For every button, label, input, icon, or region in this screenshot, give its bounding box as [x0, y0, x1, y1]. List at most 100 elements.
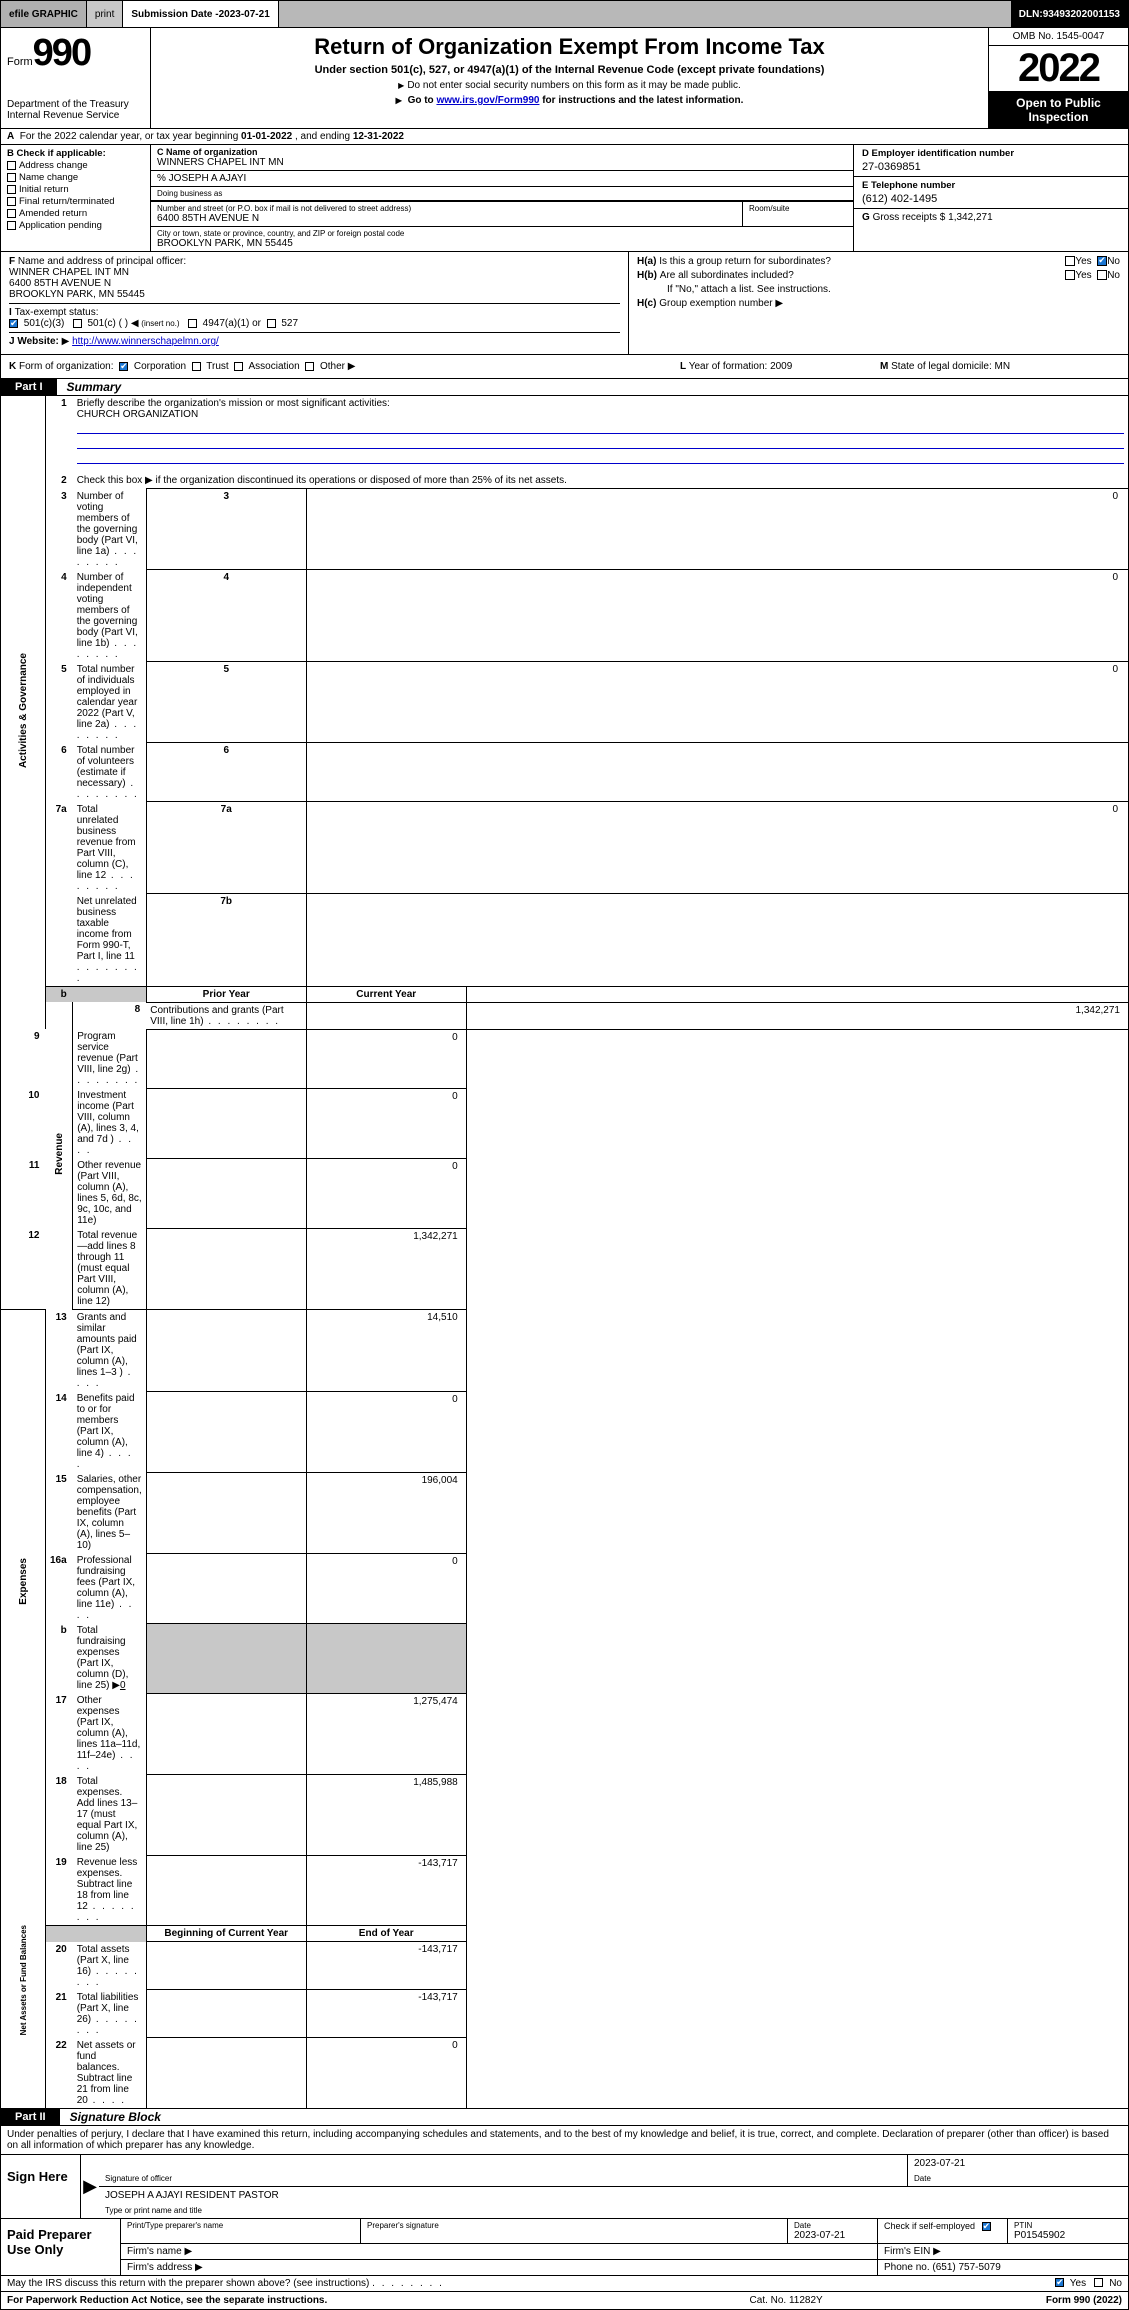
- cb-hb-no[interactable]: [1097, 270, 1107, 280]
- end-year-hdr: End of Year: [306, 1926, 466, 1942]
- cat-no: Cat. No. 11282Y: [526, 2295, 1045, 2306]
- cb-corp[interactable]: [119, 362, 128, 371]
- org-name: WINNERS CHAPEL INT MN: [157, 157, 847, 168]
- irs-link[interactable]: www.irs.gov/Form990: [436, 95, 539, 106]
- cb-assoc[interactable]: [234, 362, 243, 371]
- form-number: 990: [33, 32, 90, 75]
- sig-intro: Under penalties of perjury, I declare th…: [0, 2126, 1129, 2155]
- cv19: -143,717: [306, 1855, 466, 1926]
- cb-self-employed[interactable]: [982, 2222, 991, 2231]
- sign-here-block: Sign Here ▶ Signature of officer 2023-07…: [0, 2155, 1129, 2219]
- form-note-link: Go to www.irs.gov/Form990 for instructio…: [161, 95, 978, 106]
- form-header: Form 990 Department of the Treasury Inte…: [0, 28, 1129, 129]
- part2-title: Signature Block: [60, 2110, 161, 2124]
- dln: DLN: 93493202001153: [1011, 1, 1128, 27]
- form-year-box: OMB No. 1545-0047 2022 Open to Public In…: [988, 28, 1128, 128]
- cb-trust[interactable]: [192, 362, 201, 371]
- firm-phone-label: Phone no.: [884, 2262, 932, 2273]
- line4-val: 0: [306, 570, 1128, 662]
- print-button[interactable]: print: [87, 1, 123, 27]
- line3: Number of voting members of the governin…: [73, 489, 147, 570]
- cb-501c3[interactable]: [9, 319, 18, 328]
- side-activities: Activities & Governance: [1, 396, 46, 1029]
- firm-phone: (651) 757-5079: [932, 2262, 1000, 2273]
- irs-label: Internal Revenue Service: [7, 110, 144, 121]
- sig-name: JOSEPH A AJAYI RESIDENT PASTOR: [105, 2190, 1122, 2206]
- cv14: 0: [306, 1391, 466, 1472]
- cb-ha-no[interactable]: [1097, 256, 1107, 266]
- line22: Net assets or fund balances. Subtract li…: [73, 2038, 147, 2109]
- efile-header-bar: efile GRAPHIC print Submission Date - 20…: [0, 0, 1129, 28]
- firm-name-label: Firm's name ▶: [127, 2246, 192, 2257]
- cb-discuss-yes[interactable]: [1055, 2278, 1064, 2287]
- sig-date-sub: Date: [914, 2174, 1122, 2183]
- row-klm: K Form of organization: Corporation Trus…: [0, 355, 1129, 379]
- part1-tab: Part I: [1, 379, 57, 395]
- cb-final-return[interactable]: Final return/terminated: [7, 196, 144, 207]
- cv17: 1,275,474: [306, 1693, 466, 1774]
- side-expenses: Expenses: [1, 1310, 46, 1856]
- line7a-val: 0: [306, 802, 1128, 894]
- row-a-tax-year: A For the 2022 calendar year, or tax yea…: [0, 129, 1129, 145]
- year-formation: 2009: [770, 361, 792, 372]
- side-netassets: Net Assets or Fund Balances: [1, 1855, 46, 2108]
- line7b-val: [306, 894, 1128, 987]
- cb-ha-yes[interactable]: [1065, 256, 1075, 266]
- cv8: 1,342,271: [466, 1002, 1128, 1029]
- form-title: Return of Organization Exempt From Incom…: [161, 34, 978, 60]
- cb-name-change[interactable]: Name change: [7, 172, 144, 183]
- cb-501c[interactable]: [73, 319, 82, 328]
- discuss-row: May the IRS discuss this return with the…: [0, 2276, 1129, 2292]
- cb-hb-yes[interactable]: [1065, 270, 1075, 280]
- sign-here-label: Sign Here: [1, 2155, 81, 2218]
- cb-address-change[interactable]: Address change: [7, 160, 144, 171]
- cb-527[interactable]: [267, 319, 276, 328]
- officer-addr2: BROOKLYN PARK, MN 55445: [9, 289, 145, 300]
- prep-name-sub: Print/Type preparer's name: [127, 2221, 354, 2230]
- discuss-text: May the IRS discuss this return with the…: [7, 2278, 369, 2289]
- form-prefix: Form: [7, 56, 33, 68]
- line7a: Total unrelated business revenue from Pa…: [73, 802, 147, 894]
- gross-receipts-label: G: [862, 212, 870, 223]
- line12: Total revenue—add lines 8 through 11 (mu…: [73, 1228, 147, 1310]
- prior-year-hdr: Prior Year: [146, 986, 306, 1002]
- form-title-box: Return of Organization Exempt From Incom…: [151, 28, 988, 128]
- cv20: -143,717: [306, 1942, 466, 1990]
- col-de: D Employer identification number 27-0369…: [853, 145, 1128, 251]
- prep-date: 2023-07-21: [794, 2230, 845, 2241]
- phone-value: (612) 402-1495: [862, 193, 1120, 205]
- footer: For Paperwork Reduction Act Notice, see …: [0, 2292, 1129, 2310]
- cb-discuss-no[interactable]: [1094, 2278, 1103, 2287]
- cv21: -143,717: [306, 1990, 466, 2038]
- sig-name-sub: Type or print name and title: [105, 2206, 1122, 2215]
- cv10: 0: [306, 1088, 466, 1158]
- website-link[interactable]: http://www.winnerschapelmn.org/: [72, 336, 219, 347]
- line16b: Total fundraising expenses (Part IX, col…: [73, 1623, 147, 1693]
- row-fhij: F Name and address of principal officer:…: [0, 252, 1129, 355]
- officer-name: WINNER CHAPEL INT MN: [9, 267, 129, 278]
- line15: Salaries, other compensation, employee b…: [73, 1472, 147, 1553]
- cb-app-pending[interactable]: Application pending: [7, 220, 144, 231]
- side-revenue: Revenue: [46, 1002, 73, 1310]
- cb-initial-return[interactable]: Initial return: [7, 184, 144, 195]
- firm-addr-label: Firm's address ▶: [127, 2262, 203, 2273]
- efile-label: efile GRAPHIC: [1, 1, 87, 27]
- line13: Grants and similar amounts paid (Part IX…: [73, 1310, 147, 1392]
- cb-other[interactable]: [305, 362, 314, 371]
- header-spacer: [279, 1, 1011, 27]
- sign-arrow-icon: ▶: [81, 2155, 99, 2218]
- form-footer: Form 990 (2022): [1046, 2295, 1122, 2306]
- line16a: Professional fundraising fees (Part IX, …: [73, 1553, 147, 1623]
- cv12: 1,342,271: [306, 1228, 466, 1310]
- part2-header: Part II Signature Block: [0, 2109, 1129, 2126]
- org-city: BROOKLYN PARK, MN 55445: [157, 238, 847, 249]
- cb-4947[interactable]: [188, 319, 197, 328]
- block-bcd: B Check if applicable: Address change Na…: [0, 145, 1129, 252]
- ptin-label: PTIN: [1014, 2221, 1122, 2230]
- sig-date: 2023-07-21: [914, 2158, 1122, 2174]
- city-label: City or town, state or province, country…: [157, 229, 847, 238]
- phone-label: E Telephone number: [862, 180, 1120, 191]
- line1-label: Briefly describe the organization's miss…: [77, 398, 390, 409]
- cb-amended-return[interactable]: Amended return: [7, 208, 144, 219]
- line6: Total number of volunteers (estimate if …: [73, 743, 147, 802]
